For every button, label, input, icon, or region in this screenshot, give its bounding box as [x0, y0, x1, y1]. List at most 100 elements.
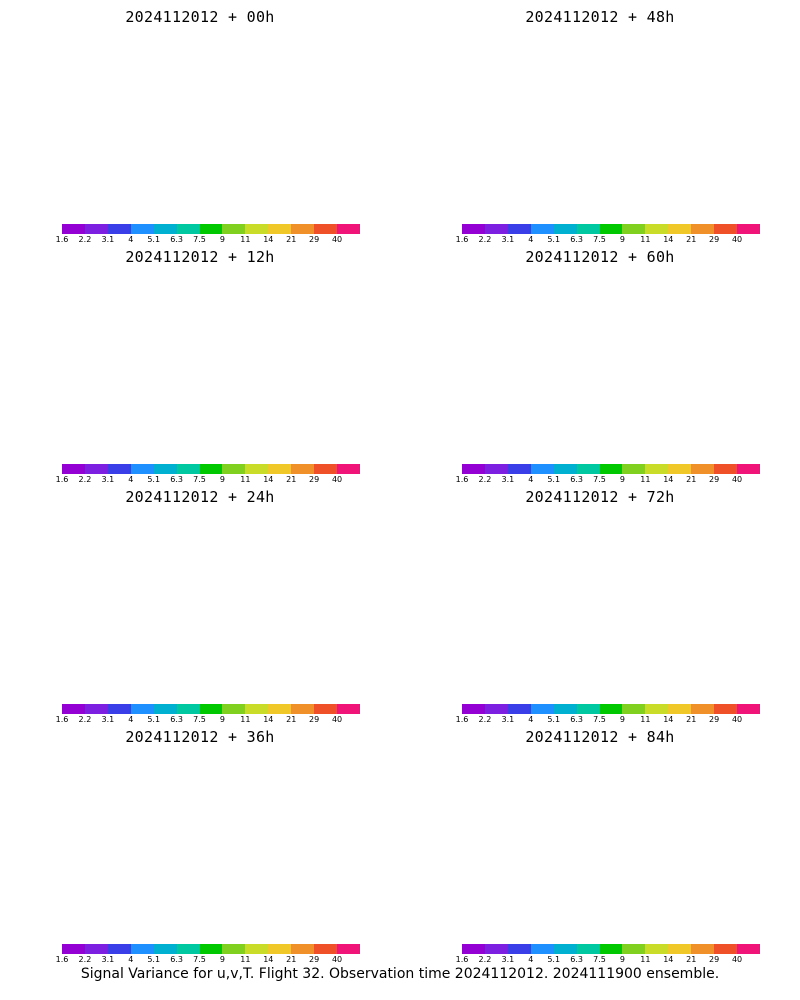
colorbar-tick-label: 2.2 — [478, 955, 492, 964]
colorbar-tick-label: 7.5 — [193, 715, 206, 724]
missing-data-region — [308, 547, 352, 569]
colorbar-swatch — [714, 224, 738, 234]
colorbar-tick-label: 21 — [686, 715, 697, 724]
colorbar-tick-label: 40 — [731, 475, 743, 484]
colorbar-tick-label: 1.6 — [55, 955, 69, 964]
colorbar-swatch — [291, 464, 315, 474]
colorbar-tick-label: 29 — [709, 235, 720, 244]
coastline — [40, 508, 360, 668]
graticule-meridian — [408, 748, 493, 849]
missing-data-region — [260, 587, 320, 619]
variance-map — [400, 508, 800, 698]
graticule-meridian — [408, 268, 493, 369]
colorbar-tick-label: 7.5 — [593, 955, 606, 964]
colorbar-swatch — [314, 224, 338, 234]
variance-map — [0, 748, 400, 938]
colorbar-tick-label: 40 — [331, 715, 343, 724]
coastline — [40, 748, 360, 908]
variance-map — [0, 508, 400, 698]
colorbar-tick-label: 5.1 — [547, 235, 561, 244]
colorbar-swatch — [622, 224, 646, 234]
graticule-meridian — [468, 508, 526, 641]
colorbar-swatch — [268, 944, 292, 954]
colorbar-tick-label: 4 — [528, 715, 534, 724]
map-panel: 2024112012 + 12h 1.6 2.2 3.1 4 5.1 6.3 7.5 9 11 14… — [0, 240, 400, 484]
graticule-meridian — [468, 268, 526, 401]
colorbar-swatch — [553, 224, 577, 234]
graticule-meridian — [674, 268, 732, 401]
colorbar-tick-label: 40 — [731, 715, 743, 724]
colorbar-tick-label: 2.2 — [78, 955, 92, 964]
graticule-meridian — [68, 28, 126, 161]
colorbar-tick-label: 3.1 — [501, 235, 515, 244]
colorbar-tick-label: 40 — [331, 955, 343, 964]
graticule-meridian — [532, 754, 562, 901]
colorbar-swatch — [337, 464, 360, 474]
graticule-parallel — [48, 791, 353, 838]
colorbar-swatch — [530, 704, 554, 714]
colorbar-swatch — [107, 224, 131, 234]
colorbar-swatch — [153, 464, 177, 474]
graticule-parallel — [448, 551, 753, 598]
colorbar-tick-label: 6.3 — [170, 235, 183, 244]
coastline — [440, 748, 760, 908]
colorbar-tick-label: 4 — [128, 235, 134, 244]
colorbar-swatch — [484, 224, 508, 234]
colorbar-swatch — [462, 944, 485, 954]
colorbar-tick-label: 5.1 — [547, 475, 561, 484]
colorbar-tick-label: 5.1 — [547, 955, 561, 964]
colorbar-swatch — [107, 464, 131, 474]
graticule-meridian — [532, 34, 562, 181]
colorbar-tick-label: 29 — [709, 715, 720, 724]
colorbar-tick-label: 21 — [286, 715, 297, 724]
colorbar-tick-label: 9 — [219, 955, 225, 964]
colorbar-tick-label: 14 — [263, 955, 274, 964]
colorbar-swatch — [62, 704, 85, 714]
colorbar-swatch — [668, 224, 692, 234]
colorbar-tick-label: 3.1 — [101, 235, 115, 244]
colorbar — [62, 224, 360, 234]
colorbar-tick-label: 11 — [240, 235, 251, 244]
graticule-parallel — [448, 71, 753, 118]
colorbar — [462, 704, 760, 714]
colorbar-tick-label: 1.6 — [455, 955, 469, 964]
colorbar-swatch — [176, 464, 200, 474]
graticule-meridian — [132, 514, 162, 661]
colorbar-swatch — [462, 704, 485, 714]
colorbar-tick-label: 9 — [619, 235, 625, 244]
variance-field — [400, 748, 800, 938]
colorbar-swatch — [553, 704, 577, 714]
map-panel: 2024112012 + 48h 1.6 2.2 3.1 4 5.1 6.3 7.5 9 11 14… — [400, 0, 800, 244]
colorbar-swatch — [530, 464, 554, 474]
graticule-parallel — [470, 758, 730, 798]
graticule-meridian — [532, 274, 562, 421]
colorbar-tick-label: 14 — [663, 235, 674, 244]
colorbar-tick-label: 9 — [619, 955, 625, 964]
map-panel: 2024112012 + 24h 1.6 2.2 3.1 4 5.1 6.3 7.5 9 11 14… — [0, 480, 400, 724]
colorbar-tick-label: 7.5 — [193, 955, 206, 964]
coastline — [440, 508, 760, 668]
graticule-meridian — [532, 514, 562, 661]
colorbar-tick-label: 9 — [619, 475, 625, 484]
colorbar-tick-label: 3.1 — [501, 475, 515, 484]
colorbar-tick-label: 21 — [686, 955, 697, 964]
colorbar-swatch — [153, 224, 177, 234]
variance-field — [400, 28, 800, 218]
colorbar-swatch — [507, 464, 531, 474]
colorbar-tick-label: 2.2 — [478, 715, 492, 724]
colorbar-swatch — [576, 224, 600, 234]
colorbar-swatch — [599, 224, 623, 234]
graticule-meridian — [307, 748, 392, 849]
colorbar-tick-label: 11 — [240, 475, 251, 484]
colorbar-tick-label: 29 — [309, 475, 320, 484]
panel-title: 2024112012 + 72h — [525, 488, 675, 506]
colorbar-swatch — [691, 944, 715, 954]
colorbar-tick-label: 5.1 — [547, 715, 561, 724]
colorbar-swatch — [268, 704, 292, 714]
colorbar-tick-label: 6.3 — [570, 235, 583, 244]
panel-title: 2024112012 + 24h — [125, 488, 275, 506]
colorbar-tick-label: 7.5 — [193, 235, 206, 244]
colorbar-tick-label: 40 — [331, 475, 343, 484]
colorbar-swatch — [507, 944, 531, 954]
colorbar-swatch — [314, 944, 338, 954]
